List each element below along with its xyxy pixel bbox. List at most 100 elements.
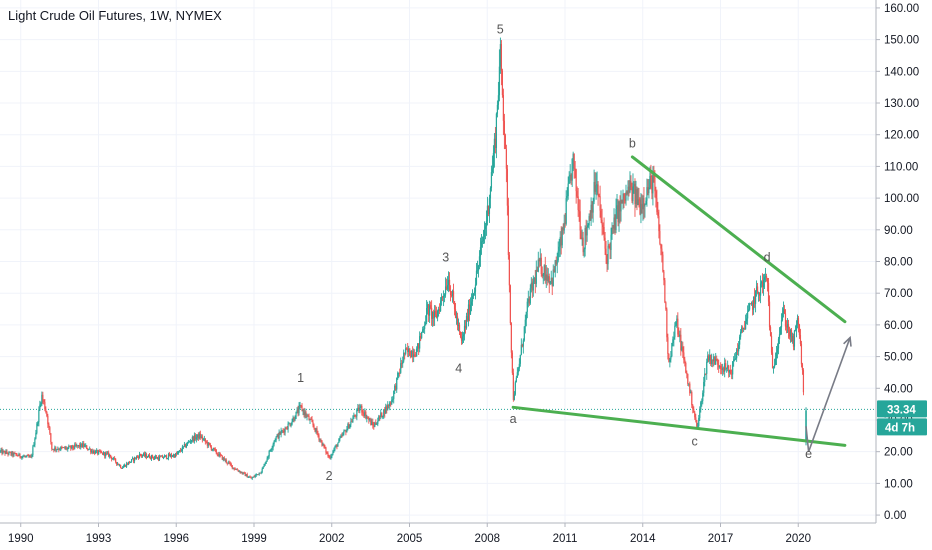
candle-body bbox=[632, 186, 634, 202]
time-axis-background[interactable] bbox=[0, 523, 876, 550]
candle-body bbox=[256, 474, 258, 475]
candle-body bbox=[544, 265, 546, 281]
candle-body bbox=[585, 228, 587, 236]
candle-body bbox=[401, 363, 403, 364]
candle-body bbox=[783, 309, 786, 314]
candle-body bbox=[71, 445, 73, 449]
candle-body bbox=[592, 201, 594, 213]
candle-body bbox=[152, 457, 155, 459]
y-tick-label: 20.00 bbox=[884, 447, 913, 459]
candle-body bbox=[760, 281, 763, 284]
candle-body bbox=[131, 458, 134, 460]
candle-body bbox=[402, 361, 404, 364]
candle-body bbox=[321, 440, 323, 446]
candle-body bbox=[276, 434, 278, 437]
candle-body bbox=[188, 441, 190, 443]
candle-body bbox=[430, 305, 432, 308]
candle-body bbox=[316, 428, 318, 434]
price-axis-background[interactable] bbox=[876, 0, 932, 523]
candle-body bbox=[686, 372, 688, 374]
current-price-badge: 33.34 4d 7h bbox=[877, 400, 927, 436]
candle-body bbox=[781, 313, 784, 321]
candle-body bbox=[513, 394, 515, 400]
candle-body bbox=[428, 304, 430, 316]
candle-body bbox=[566, 196, 568, 198]
candle-body bbox=[717, 360, 719, 365]
candle-body bbox=[493, 138, 496, 153]
candle-body bbox=[27, 455, 29, 457]
candle-body bbox=[509, 285, 511, 324]
candle-body bbox=[314, 427, 316, 432]
candle-body bbox=[683, 352, 685, 360]
candle-body bbox=[448, 279, 451, 291]
candle-body bbox=[190, 440, 192, 442]
candle-body bbox=[387, 404, 389, 410]
candle-body bbox=[611, 227, 613, 235]
candle-body bbox=[100, 450, 102, 453]
candle-body bbox=[370, 419, 372, 425]
candle-body bbox=[17, 455, 19, 457]
candle-body bbox=[500, 44, 502, 71]
candle-body bbox=[569, 174, 571, 176]
candle-body bbox=[294, 418, 296, 421]
candle-body bbox=[479, 247, 482, 257]
y-tick-label: 130.00 bbox=[884, 98, 919, 110]
candle-body bbox=[590, 204, 592, 221]
candle-body bbox=[674, 325, 676, 338]
candle-body bbox=[59, 449, 61, 451]
candle-body bbox=[97, 450, 99, 454]
candle-body bbox=[110, 454, 112, 457]
candle-body bbox=[668, 353, 670, 362]
candle-body bbox=[484, 226, 487, 230]
candle-body bbox=[601, 219, 603, 225]
candle-body bbox=[347, 424, 349, 430]
candle-body bbox=[501, 70, 503, 96]
candle-body bbox=[764, 276, 767, 278]
candle-body bbox=[790, 330, 793, 341]
y-tick-label: 50.00 bbox=[884, 352, 913, 364]
candle-body bbox=[292, 417, 294, 422]
candle-body bbox=[670, 356, 672, 360]
candle-body bbox=[583, 249, 585, 253]
candle-body bbox=[380, 412, 382, 417]
candle-body bbox=[251, 477, 253, 479]
candle-body bbox=[664, 280, 666, 303]
candle-body bbox=[382, 416, 384, 418]
candle-body bbox=[375, 422, 377, 425]
candle-body bbox=[630, 180, 632, 188]
candle-body bbox=[591, 204, 593, 213]
candle-body bbox=[149, 458, 152, 459]
candle-body bbox=[392, 398, 394, 400]
candle-body bbox=[0, 450, 1, 452]
candle-body bbox=[52, 449, 54, 450]
y-tick-label: 100.00 bbox=[884, 193, 919, 205]
candle-body bbox=[617, 205, 619, 223]
candle-body bbox=[151, 455, 154, 458]
candle-body bbox=[492, 152, 495, 169]
candle-body bbox=[302, 410, 304, 412]
candle-body bbox=[695, 417, 697, 421]
candle-body bbox=[398, 372, 400, 374]
candle-body bbox=[169, 454, 172, 457]
candle-body bbox=[252, 476, 254, 478]
candle-body bbox=[718, 364, 720, 368]
candle-body bbox=[710, 355, 712, 365]
candle-body bbox=[749, 303, 751, 310]
y-tick-label: 120.00 bbox=[884, 130, 919, 142]
candle-body bbox=[505, 148, 507, 169]
candle-body bbox=[273, 441, 275, 445]
candle-body bbox=[126, 463, 129, 465]
candle-body bbox=[216, 453, 218, 455]
candle-body bbox=[767, 282, 770, 302]
candle-body bbox=[442, 296, 445, 298]
candle-body bbox=[373, 425, 375, 427]
candle-body bbox=[133, 457, 136, 462]
candle-body bbox=[310, 419, 312, 421]
candle-body bbox=[654, 177, 656, 192]
candle-body bbox=[526, 301, 528, 312]
candle-body bbox=[379, 416, 381, 418]
candle-body bbox=[545, 274, 547, 281]
candle-body bbox=[747, 311, 749, 319]
candle-body bbox=[571, 158, 573, 181]
candle-body bbox=[627, 186, 629, 194]
